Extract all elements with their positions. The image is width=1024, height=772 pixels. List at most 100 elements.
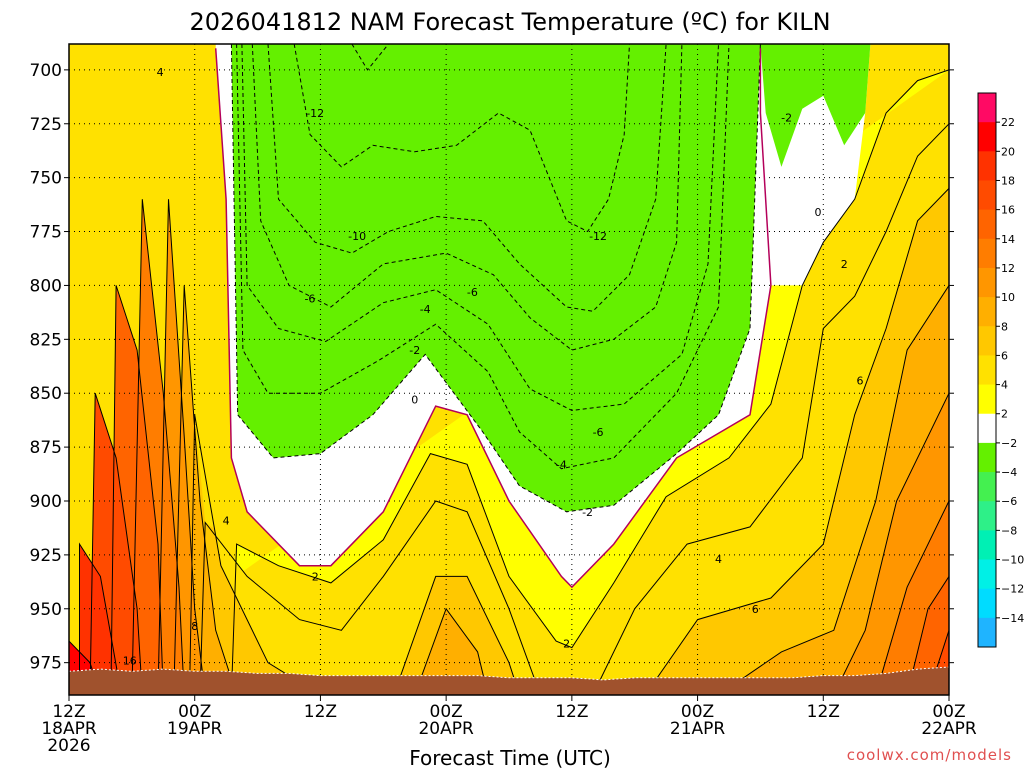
colorbar-tick-label: 16 — [1001, 204, 1015, 217]
colorbar-swatch — [978, 559, 996, 590]
contour-line-14 — [906, 576, 949, 695]
freezing-contour-line — [214, 48, 772, 589]
x-axis-title: Forecast Time (UTC) — [409, 746, 611, 768]
x-tick-label: 00Z — [430, 702, 463, 722]
colorbar-tick-label: 12 — [1001, 262, 1015, 275]
colorbar-tick-label: 4 — [1001, 379, 1008, 392]
y-tick-label: 700 — [30, 61, 62, 81]
colorbar-swatch — [978, 472, 996, 502]
x-tick-label: 00Z — [932, 702, 965, 722]
colorbar-swatch — [978, 501, 996, 531]
contour-line-10 — [833, 392, 949, 695]
y-tick-label: 750 — [30, 169, 62, 189]
colorbar-swatch — [978, 93, 996, 123]
contour-label: -2 — [409, 344, 420, 357]
colorbar-swatch — [978, 442, 996, 473]
contour-label: -6 — [467, 286, 478, 299]
contour-line--10 — [267, 44, 667, 312]
y-tick-label: 775 — [30, 223, 62, 243]
y-tick-label: 950 — [30, 600, 62, 620]
contour-label: -6 — [593, 426, 604, 439]
colorbar-tick-label: −14 — [1001, 612, 1024, 625]
colorbar-tick-label: −10 — [1001, 554, 1024, 567]
contour-line-14 — [110, 285, 164, 695]
x-tick-label: 20APR — [418, 719, 474, 739]
contour-label: 6 — [752, 603, 759, 616]
contour-label: 2 — [312, 570, 319, 583]
contour-line--2 — [230, 44, 761, 513]
contour-label: -2 — [582, 506, 593, 519]
contour-label: 2 — [563, 637, 570, 650]
contour-label: 16 — [123, 655, 137, 668]
x-tick-label: 00Z — [681, 702, 714, 722]
contour-line-18 — [79, 542, 122, 695]
x-tick-label: 12Z — [807, 702, 840, 722]
plot-frame — [68, 43, 950, 696]
x-tick-label: 19APR — [167, 719, 223, 739]
colorbar-tick-label: −8 — [1001, 524, 1017, 537]
contour-line-16 — [89, 393, 143, 695]
y-tick-label: 850 — [30, 384, 62, 404]
contour-label: 2 — [841, 258, 848, 271]
contour-line--6 — [241, 44, 719, 412]
contour-line-6 — [393, 575, 520, 695]
colorbar-tick-label: 20 — [1001, 145, 1015, 158]
contour-line-4 — [199, 500, 541, 695]
ground-surface — [69, 666, 949, 695]
y-tick-label: 975 — [30, 654, 62, 674]
y-tick-label: 875 — [30, 438, 62, 458]
y-tick-label: 725 — [30, 115, 62, 135]
y-tick-label: 825 — [30, 330, 62, 350]
contour-line-8 — [173, 285, 238, 695]
colorbar-tick-label: −4 — [1001, 466, 1017, 479]
colorbar-tick-label: 22 — [1001, 116, 1015, 129]
colorbar-swatch — [978, 238, 996, 269]
warm-band-8 — [414, 608, 488, 695]
contour-line-2 — [230, 69, 949, 695]
contour-line-8 — [414, 607, 489, 695]
colorbar-swatch — [978, 384, 996, 415]
colorbar-swatch — [978, 588, 996, 619]
contour-label: 8 — [191, 620, 198, 633]
cold-region-6 — [231, 44, 761, 512]
colorbar-tick-label: 10 — [1001, 291, 1015, 304]
colorbar: 22 20 18 16 14 12 10 8 6 4 2 −2 −4 −6 −8 −10 −12 −14 — [977, 92, 1024, 648]
colorbar-swatch — [978, 209, 996, 240]
contour-line-12 — [875, 500, 949, 695]
contour-line-10 — [157, 199, 206, 695]
x-tick-label: 00Z — [178, 702, 211, 722]
contour-label: -4 — [420, 303, 431, 316]
x-tick-label: 2026 — [47, 736, 90, 756]
colorbar-swatch — [978, 355, 996, 386]
contour-label: 0 — [411, 394, 418, 407]
colorbar-swatch — [978, 151, 996, 181]
contour-line-6 — [644, 188, 949, 695]
x-tick-label: 21APR — [670, 719, 726, 739]
colorbar-tick-label: 6 — [1001, 349, 1008, 362]
x-tick-label: 18APR — [41, 719, 97, 739]
contour-label: -12 — [589, 230, 607, 243]
colorbar-swatch — [978, 180, 996, 211]
x-tick-label: 22APR — [921, 719, 977, 739]
contour-label: -10 — [348, 230, 366, 243]
y-tick-label: 800 — [30, 276, 62, 296]
contour-label: 4 — [223, 514, 230, 527]
colorbar-swatch — [978, 122, 996, 152]
colorbar-tick-label: −6 — [1001, 495, 1017, 508]
colorbar-swatch — [978, 413, 996, 444]
colorbar-swatch — [978, 530, 996, 561]
y-tick-label: 925 — [30, 546, 62, 566]
colorbar-swatch — [978, 326, 996, 356]
contour-line-4 — [592, 123, 949, 695]
contour-label: -6 — [304, 292, 315, 305]
x-tick-label: 12Z — [52, 702, 85, 722]
colorbar-tick-label: 14 — [1001, 233, 1015, 246]
contour-label: -4 — [556, 458, 567, 471]
contour-line--14 — [351, 44, 389, 71]
